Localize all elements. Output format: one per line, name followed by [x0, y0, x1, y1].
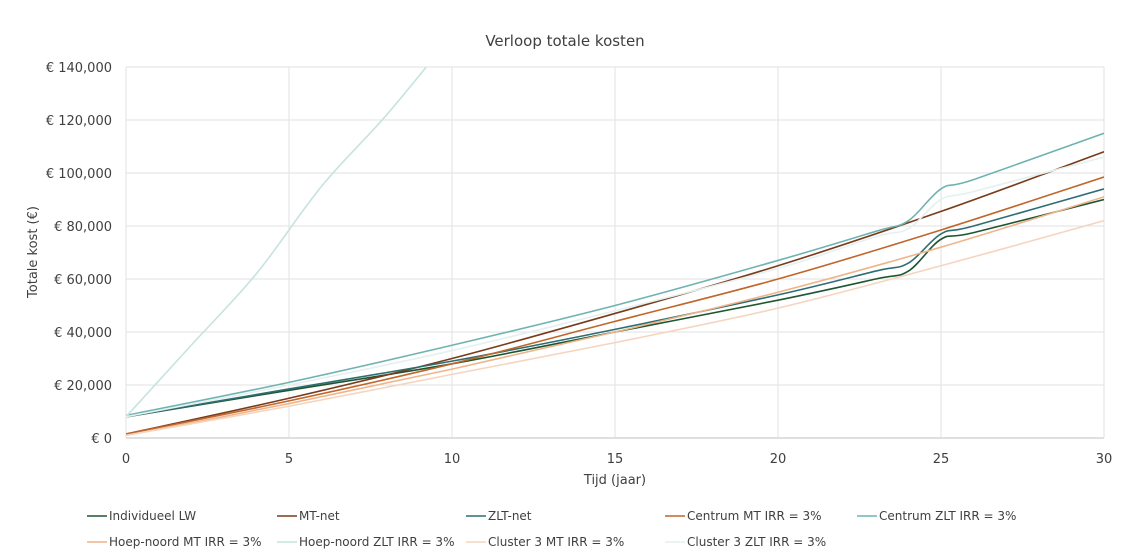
legend-label: Cluster 3 MT IRR = 3%	[488, 535, 624, 549]
legend-item: Hoep-noord MT IRR = 3%	[87, 535, 262, 549]
y-tick-label: € 0	[91, 432, 112, 447]
y-tick-label: € 40,000	[54, 326, 112, 341]
legend-item: Cluster 3 ZLT IRR = 3%	[665, 535, 826, 549]
legend-item: Individueel LW	[87, 509, 196, 523]
series-line-8	[126, 156, 1104, 418]
y-tick-label: € 140,000	[46, 61, 112, 76]
x-tick-label: 0	[122, 452, 130, 467]
series-line-2	[126, 188, 1104, 418]
legend-item: Centrum ZLT IRR = 3%	[857, 509, 1016, 523]
chart-title: Verloop totale kosten	[485, 32, 644, 50]
x-tick-label: 15	[607, 452, 624, 467]
x-tick-label: 5	[285, 452, 293, 467]
y-tick-label: € 100,000	[46, 167, 112, 182]
x-axis-label: Tijd (jaar)	[583, 473, 646, 488]
x-tick-label: 20	[770, 452, 787, 467]
legend-item: ZLT-net	[466, 509, 532, 523]
legend-label: Hoep-noord MT IRR = 3%	[109, 535, 262, 549]
series-line-0	[126, 198, 1104, 418]
legend-label: Centrum MT IRR = 3%	[687, 509, 822, 523]
y-tick-label: € 80,000	[54, 220, 112, 235]
legend-label: Hoep-noord ZLT IRR = 3%	[299, 535, 454, 549]
series-line-3	[126, 176, 1104, 435]
y-tick-label: € 120,000	[46, 114, 112, 129]
series-line-1	[126, 151, 1104, 435]
x-tick-label: 25	[933, 452, 950, 467]
legend-label: Cluster 3 ZLT IRR = 3%	[687, 535, 826, 549]
legend-item: MT-net	[277, 509, 340, 523]
y-axis-label: Totale kost (€)	[26, 206, 41, 299]
x-tick-label: 10	[444, 452, 461, 467]
y-tick-label: € 20,000	[54, 379, 112, 394]
series-line-5	[126, 196, 1104, 437]
legend-label: Centrum ZLT IRR = 3%	[879, 509, 1016, 523]
series-line-4	[126, 132, 1104, 417]
series-line-6	[126, 67, 428, 418]
y-tick-label: € 60,000	[54, 273, 112, 288]
legend-item: Hoep-noord ZLT IRR = 3%	[277, 535, 454, 549]
legend-item: Cluster 3 MT IRR = 3%	[466, 535, 624, 549]
series-line-7	[126, 219, 1104, 437]
x-tick-label: 30	[1096, 452, 1113, 467]
legend-label: ZLT-net	[488, 509, 532, 523]
legend-label: Individueel LW	[109, 509, 196, 523]
legend-label: MT-net	[299, 509, 340, 523]
legend-item: Centrum MT IRR = 3%	[665, 509, 822, 523]
